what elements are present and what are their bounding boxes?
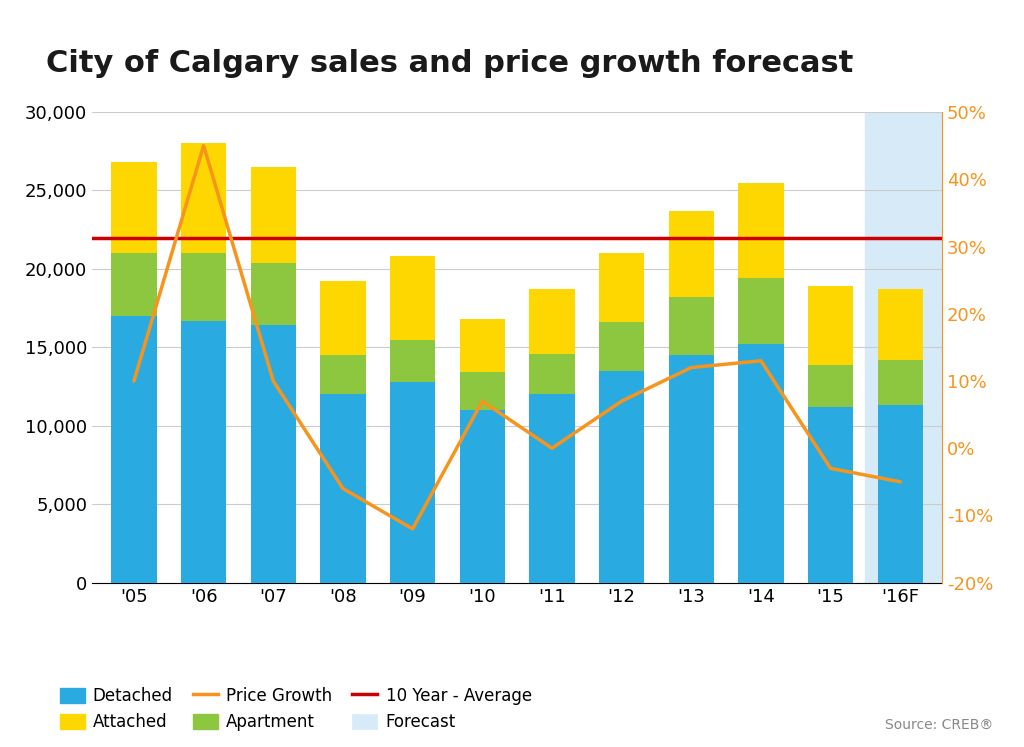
Legend: Detached, Attached, Price Growth, Apartment, 10 Year - Average, Forecast: Detached, Attached, Price Growth, Apartm… — [59, 686, 531, 731]
Bar — [390, 382, 435, 583]
Bar — [669, 211, 714, 297]
Bar — [808, 365, 853, 407]
Bar — [738, 344, 783, 583]
Bar — [529, 353, 574, 394]
Bar — [460, 373, 505, 410]
Bar — [181, 253, 226, 320]
Bar — [529, 394, 574, 583]
Bar — [251, 167, 296, 263]
Text: Source: CREB®: Source: CREB® — [885, 718, 993, 732]
Bar — [878, 360, 923, 406]
Bar — [112, 162, 157, 253]
Bar — [808, 407, 853, 583]
Bar — [181, 143, 226, 253]
Bar — [251, 326, 296, 583]
Bar — [390, 340, 435, 382]
Bar — [878, 289, 923, 360]
Bar — [599, 371, 644, 583]
Bar — [251, 263, 296, 326]
Bar — [738, 183, 783, 279]
Bar — [321, 394, 366, 583]
Bar — [878, 406, 923, 583]
Bar — [181, 320, 226, 583]
Bar — [669, 356, 714, 583]
Bar — [865, 112, 942, 583]
Bar — [669, 297, 714, 356]
Bar — [390, 256, 435, 340]
Bar — [738, 279, 783, 344]
Bar — [529, 289, 574, 353]
Bar — [460, 319, 505, 373]
Bar — [321, 356, 366, 394]
Bar — [112, 316, 157, 583]
Bar — [599, 253, 644, 322]
Bar — [808, 286, 853, 365]
Bar — [321, 282, 366, 356]
Bar — [460, 410, 505, 583]
Bar — [112, 253, 157, 316]
Text: City of Calgary sales and price growth forecast: City of Calgary sales and price growth f… — [46, 49, 853, 78]
Bar — [599, 322, 644, 371]
